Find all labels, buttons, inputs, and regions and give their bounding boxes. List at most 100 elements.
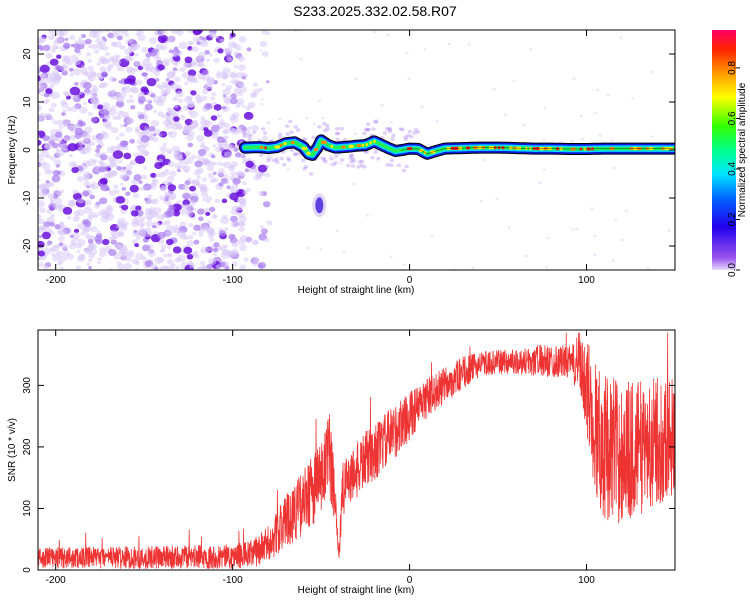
noise-blob (228, 233, 236, 240)
noise-blob (244, 73, 249, 77)
halo-blob (302, 137, 307, 141)
noise-blob (177, 168, 181, 173)
noise-blob (261, 51, 269, 57)
x-tick-label: -200 (46, 575, 66, 586)
noise-blob (52, 203, 62, 211)
noise-blob (98, 30, 104, 34)
noise-blob (93, 214, 99, 219)
ridge-hotspot (283, 141, 287, 146)
halo-blob (247, 137, 252, 142)
noise-blob (60, 221, 65, 226)
noise-blob (247, 158, 252, 162)
noise-speck (542, 168, 547, 171)
noise-blob (195, 134, 205, 142)
noise-blob (252, 261, 259, 267)
noise-blob (50, 48, 56, 53)
noise-blob (68, 67, 74, 72)
halo-blob (389, 163, 394, 168)
noise-blob (173, 104, 179, 109)
noise-blob (120, 87, 126, 93)
noise-blob (123, 123, 128, 127)
y-tick-label: 0 (22, 567, 33, 573)
noise-blob (167, 184, 177, 192)
noise-blob (38, 229, 41, 236)
ridge-hotspot (274, 145, 280, 149)
noise-blob (66, 215, 72, 220)
noise-blob (239, 171, 246, 177)
noise-blob (238, 197, 248, 206)
noise-blob (124, 55, 132, 62)
noise-speck (571, 228, 575, 231)
noise-blob (221, 162, 226, 166)
noise-blob (213, 242, 220, 248)
noise-blob (235, 104, 240, 109)
noise-blob (114, 93, 123, 100)
noise-blob (120, 223, 127, 228)
noise-blob (173, 116, 180, 122)
noise-blob (184, 56, 193, 64)
noise-blob (223, 129, 230, 134)
noise-blob (99, 114, 104, 119)
halo-blob (407, 129, 413, 134)
noise-blob (243, 257, 249, 262)
noise-blob (74, 81, 79, 86)
noise-blob (217, 168, 226, 175)
noise-blob (88, 266, 92, 270)
noise-blob (225, 180, 230, 185)
noise-blob (187, 46, 193, 51)
noise-blob (68, 160, 78, 168)
halo-blob (346, 163, 351, 168)
halo-blob (385, 162, 390, 167)
noise-blob (136, 145, 141, 149)
snr-ticks: -200 -100 0 100 0 100 200 300 (22, 330, 675, 586)
noise-blob (147, 250, 156, 258)
noise-blob (99, 177, 108, 185)
noise-blob (45, 77, 53, 84)
noise-blob (115, 115, 122, 121)
noise-blob (202, 69, 209, 75)
colorbar-ticks: 0.0 0.2 0.4 0.6 0.8 (727, 61, 740, 277)
noise-blob (27, 84, 35, 90)
noise-blob (101, 36, 106, 40)
noise-blob (105, 186, 111, 192)
noise-blob (144, 103, 153, 111)
noise-blob (32, 162, 37, 166)
noise-blob (38, 75, 41, 82)
halo-blob (241, 128, 246, 132)
noise-blob (167, 245, 172, 249)
noise-blob (61, 112, 66, 116)
noise-blob (85, 52, 92, 57)
noise-blob (92, 84, 98, 89)
noise-speck (572, 77, 576, 80)
noise-speck (329, 154, 333, 157)
noise-speck (389, 255, 393, 258)
noise-blob (241, 181, 247, 186)
noise-blob (188, 200, 196, 207)
noise-blob (133, 216, 139, 221)
noise-blob (183, 62, 190, 69)
ridge-hotspot (341, 145, 346, 149)
noise-blob (234, 188, 239, 193)
halo-blob (289, 148, 295, 153)
noise-blob (217, 246, 222, 250)
halo-blob (372, 119, 378, 124)
noise-blob (160, 89, 168, 96)
noise-blob (137, 96, 146, 103)
noise-blob (224, 227, 229, 231)
noise-speck (407, 77, 411, 81)
noise-blob (242, 190, 249, 195)
noise-blob (163, 253, 169, 258)
noise-blob (58, 125, 64, 130)
noise-blob (38, 130, 46, 138)
noise-speck (423, 48, 427, 51)
outlier-halo (312, 193, 327, 218)
noise-blob (32, 182, 36, 186)
noise-blob (221, 198, 228, 204)
noise-blob (29, 81, 37, 87)
noise-blob (236, 126, 245, 134)
noise-blob (199, 260, 206, 266)
noise-blob (108, 189, 117, 196)
spectrogram-plot-area (27, 30, 675, 270)
colorbar-label: Normalized spectral amplitude (737, 82, 748, 217)
noise-blob (140, 140, 149, 148)
